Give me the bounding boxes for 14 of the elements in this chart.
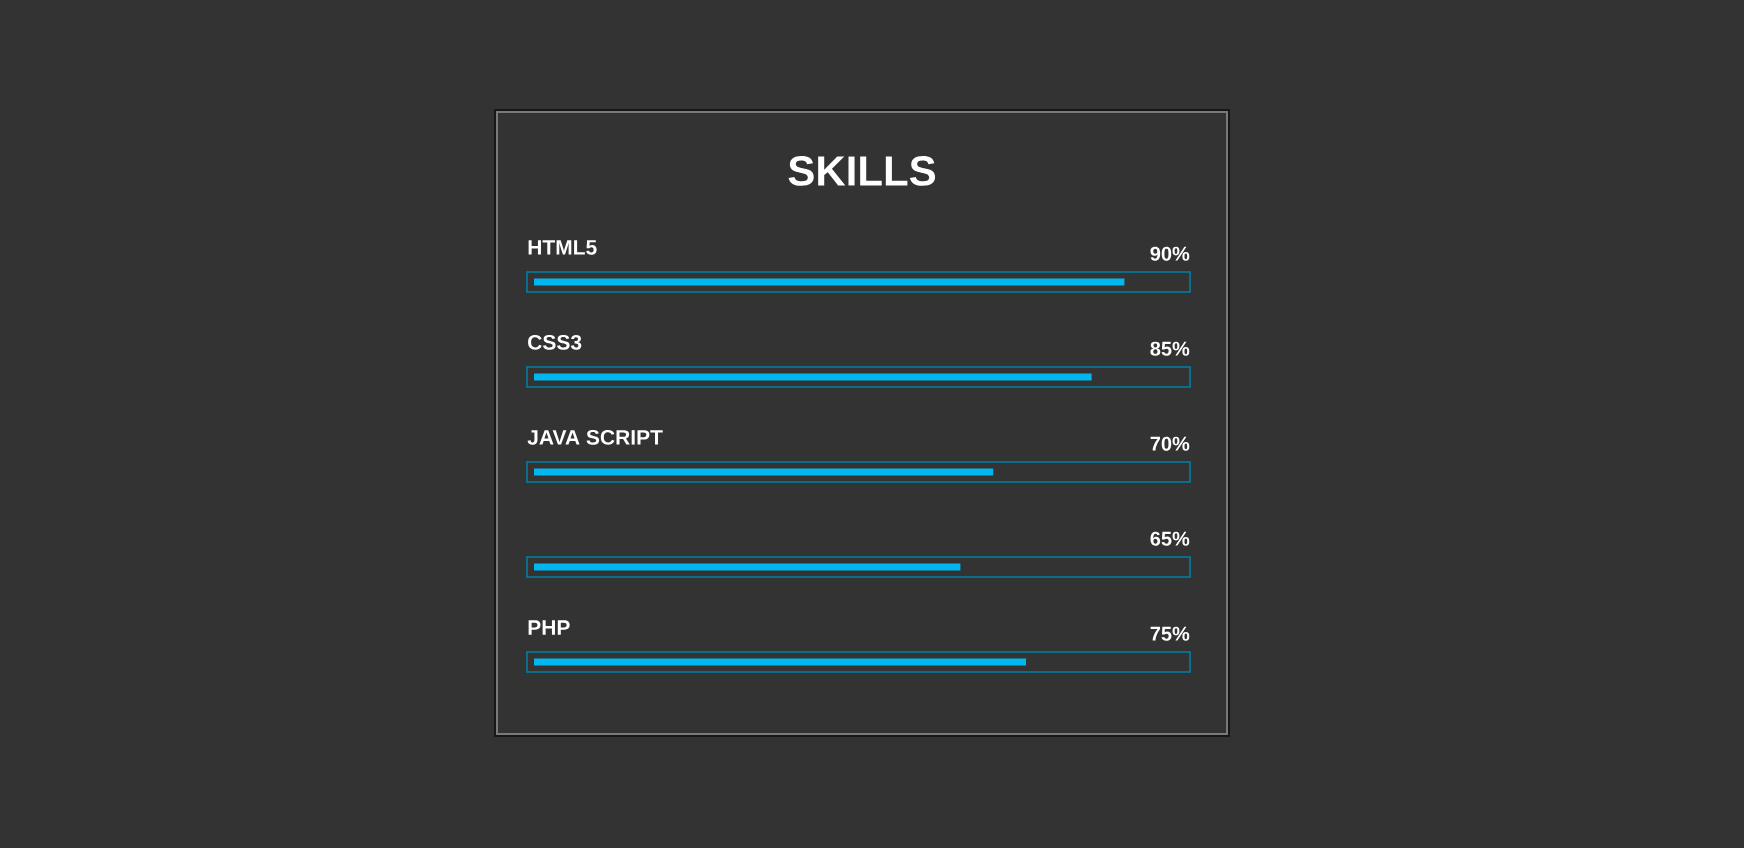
bar: [534, 373, 1092, 381]
chart-title: SKILLS: [788, 156, 936, 186]
data-label: 90%: [1150, 246, 1190, 261]
y-tick-label: JAVA SCRIPT: [527, 429, 663, 445]
bar: [534, 658, 1027, 666]
data-label: 65%: [1150, 531, 1190, 546]
y-tick-label: CSS3: [528, 334, 582, 350]
bar: [534, 468, 994, 476]
data-label: 75%: [1150, 626, 1190, 641]
y-tick-label: HTML5: [528, 240, 597, 255]
data-label: 85%: [1150, 341, 1190, 356]
data-label: 70%: [1150, 436, 1190, 451]
bar: [534, 278, 1125, 286]
y-tick-label: PHP: [528, 620, 570, 635]
